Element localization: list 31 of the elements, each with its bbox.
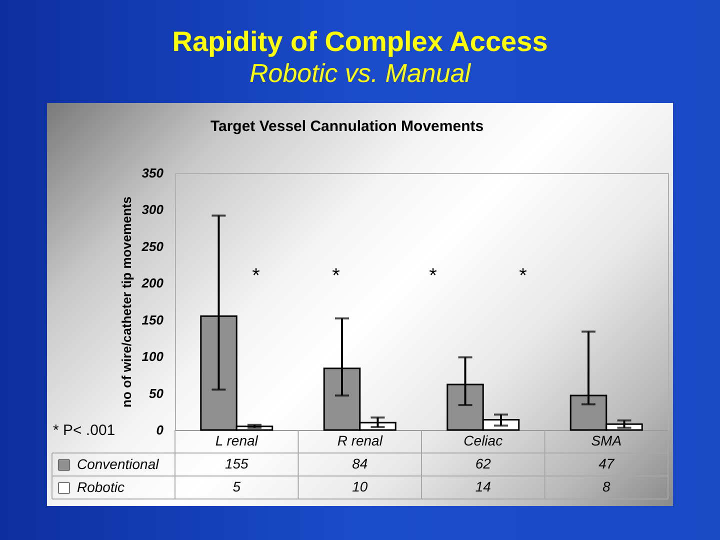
y-tick-label: 250 <box>140 238 164 254</box>
x-tick-label: R renal <box>337 432 384 448</box>
chart-title: Rapidity of Complex Access <box>172 26 548 57</box>
data-label: 10 <box>352 478 368 494</box>
data-label: 14 <box>475 478 492 494</box>
data-label: 155 <box>224 456 249 472</box>
annotation: * <box>429 265 438 287</box>
x-tick-label: SMA <box>591 432 622 448</box>
y-tick-label: 350 <box>142 166 164 180</box>
data-label: 84 <box>352 456 368 472</box>
data-label: 62 <box>475 456 492 472</box>
data-label: 47 <box>598 456 616 472</box>
y-tick-label: 100 <box>142 349 164 364</box>
annotation: * <box>519 265 528 287</box>
chart-subtitle: Robotic vs. Manual <box>249 58 472 88</box>
x-tick-label: L renal <box>215 432 259 448</box>
legend-label: Robotic <box>77 479 124 495</box>
y-tick-label: 50 <box>149 386 164 401</box>
y-axis-title: no of wire/catheter tip movements <box>118 196 134 408</box>
legend-label: Conventional <box>77 456 160 472</box>
data-label: 8 <box>602 478 610 494</box>
x-tick-label: Celiac <box>464 432 503 448</box>
y-tick-label: 200 <box>140 276 164 291</box>
y-tick-label: 300 <box>142 202 164 218</box>
data-label: 5 <box>232 478 241 494</box>
text: * P< .001 <box>53 422 116 439</box>
y-tick-label: 0 <box>156 422 164 438</box>
annotation: * <box>332 265 340 287</box>
text: Target Vessel Cannulation Movements <box>210 118 484 135</box>
annotation: * <box>252 265 260 287</box>
y-tick-label: 150 <box>142 312 164 328</box>
